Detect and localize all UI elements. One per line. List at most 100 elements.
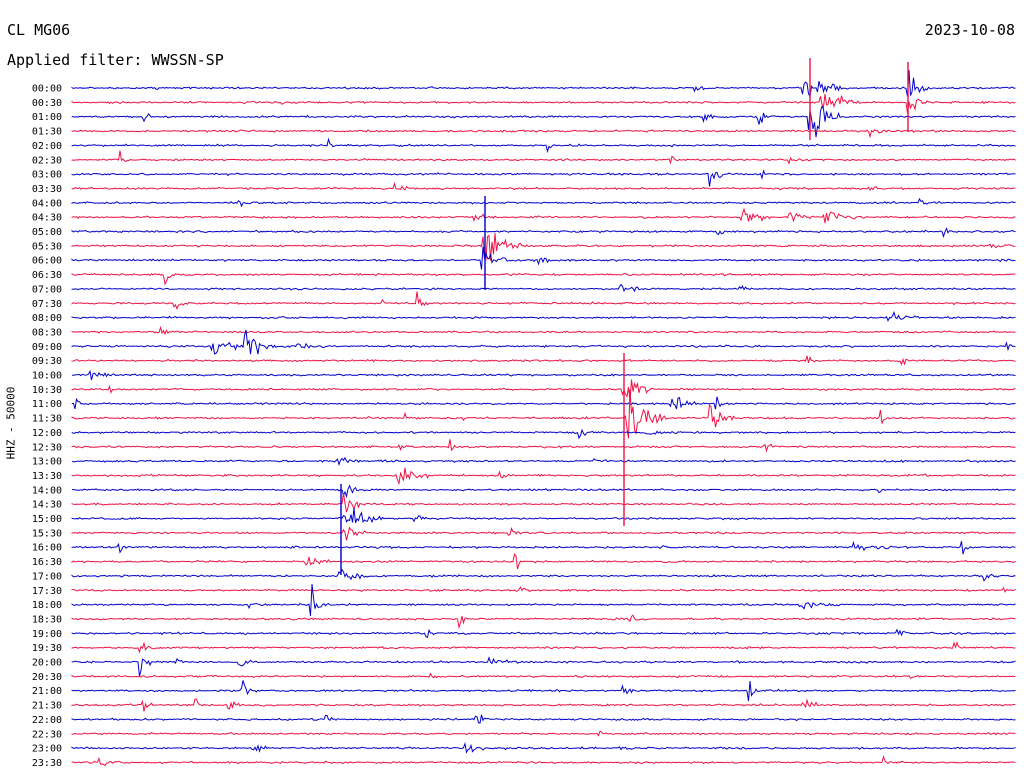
- trace-line: [71, 456, 1016, 467]
- row-time-label: 22:30: [32, 729, 62, 740]
- trace-line: [71, 105, 1016, 138]
- trace-line: [71, 369, 1016, 381]
- row-time-label: 21:00: [32, 686, 62, 697]
- filter-label: Applied filter: WWSSN-SP: [7, 51, 224, 69]
- row-time-label: 18:00: [32, 600, 62, 611]
- trace-line: [71, 291, 1016, 311]
- row-time-label: 07:30: [32, 299, 62, 310]
- trace-line: [71, 656, 1016, 677]
- row-time-label: 11:00: [32, 399, 62, 410]
- trace-line: [71, 246, 1016, 270]
- row-time-label: 23:30: [32, 758, 62, 769]
- trace-line: [71, 507, 1016, 524]
- trace-line: [71, 197, 1016, 208]
- row-time-label: 18:30: [32, 614, 62, 625]
- row-time-label: 15:30: [32, 528, 62, 539]
- trace-line: [71, 526, 1016, 541]
- trace-line: [71, 680, 1016, 702]
- row-time-label: 01:30: [32, 127, 62, 138]
- trace-line: [71, 70, 1016, 99]
- row-time-label: 00:30: [32, 98, 62, 109]
- trace-line: [71, 169, 1016, 187]
- trace-line: [71, 553, 1016, 570]
- row-time-label: 17:00: [32, 571, 62, 582]
- row-time-label: 15:00: [32, 514, 62, 525]
- row-time-label: 12:00: [32, 428, 62, 439]
- trace-line: [71, 272, 1016, 286]
- trace-line: [71, 540, 1016, 555]
- row-time-label: 14:30: [32, 500, 62, 511]
- trace-line: [71, 94, 1016, 114]
- row-time-label: 02:30: [32, 155, 62, 166]
- trace-line: [71, 325, 1016, 336]
- trace-line: [71, 379, 1016, 402]
- trace-line: [71, 730, 1016, 737]
- trace-line: [71, 484, 1016, 499]
- row-time-label: 12:30: [32, 442, 62, 453]
- trace-line: [71, 467, 1016, 486]
- row-time-label: 03:30: [32, 184, 62, 195]
- row-time-label: 20:30: [32, 672, 62, 683]
- row-time-label: 04:00: [32, 198, 62, 209]
- row-time-label: 01:00: [32, 112, 62, 123]
- row-time-label: 09:30: [32, 356, 62, 367]
- trace-line: [71, 227, 1016, 239]
- trace-line: [71, 428, 1016, 440]
- row-time-label: 10:00: [32, 371, 62, 382]
- trace-line: [71, 584, 1016, 616]
- row-time-label: 11:30: [32, 414, 62, 425]
- trace-line: [71, 355, 1016, 366]
- row-time-label: 16:30: [32, 557, 62, 568]
- trace-line: [71, 586, 1016, 593]
- trace-line: [71, 493, 1016, 513]
- trace-line: [71, 741, 1016, 754]
- row-time-label: 23:00: [32, 744, 62, 755]
- row-time-label: 05:30: [32, 241, 62, 252]
- trace-line: [71, 698, 1016, 712]
- trace-line: [71, 389, 1016, 439]
- trace-line: [71, 396, 1016, 410]
- row-time-label: 05:00: [32, 227, 62, 238]
- row-time-label: 06:30: [32, 270, 62, 281]
- trace-line: [71, 439, 1016, 453]
- trace-line: [71, 614, 1016, 630]
- trace-line: [71, 137, 1016, 154]
- trace-line: [71, 568, 1016, 582]
- trace-line: [71, 672, 1016, 679]
- trace-line: [71, 714, 1016, 724]
- trace-line: [71, 150, 1016, 165]
- trace-line: [71, 310, 1016, 322]
- row-time-label: 02:00: [32, 141, 62, 152]
- row-time-label: 08:00: [32, 313, 62, 324]
- row-time-label: 06:00: [32, 256, 62, 267]
- row-time-label: 13:00: [32, 457, 62, 468]
- row-time-label: 09:00: [32, 342, 62, 353]
- station-label: CL MG06: [7, 21, 71, 39]
- trace-line: [71, 329, 1016, 355]
- date-label: 2023-10-08: [924, 21, 1015, 39]
- row-time-label: 16:00: [32, 543, 62, 554]
- row-time-label: 07:00: [32, 284, 62, 295]
- row-time-label: 03:00: [32, 170, 62, 181]
- row-time-label: 08:30: [32, 327, 62, 338]
- row-time-label: 19:00: [32, 629, 62, 640]
- trace-line: [71, 207, 1016, 224]
- row-time-label: 04:30: [32, 213, 62, 224]
- row-time-label: 00:00: [32, 84, 62, 95]
- trace-line: [71, 283, 1016, 293]
- trace-line: [71, 129, 1016, 139]
- row-time-label: 20:00: [32, 658, 62, 669]
- row-time-label: 13:30: [32, 471, 62, 482]
- trace-line: [71, 181, 1016, 191]
- row-time-label: 22:00: [32, 715, 62, 726]
- trace-line: [71, 628, 1016, 638]
- trace-line: [71, 641, 1016, 654]
- row-time-label: 17:30: [32, 586, 62, 597]
- row-time-label: 14:00: [32, 485, 62, 496]
- row-time-label: 10:30: [32, 385, 62, 396]
- row-time-label: 21:30: [32, 701, 62, 712]
- trace-line: [71, 233, 1016, 261]
- trace-line: [71, 755, 1016, 767]
- row-time-label: 19:30: [32, 643, 62, 654]
